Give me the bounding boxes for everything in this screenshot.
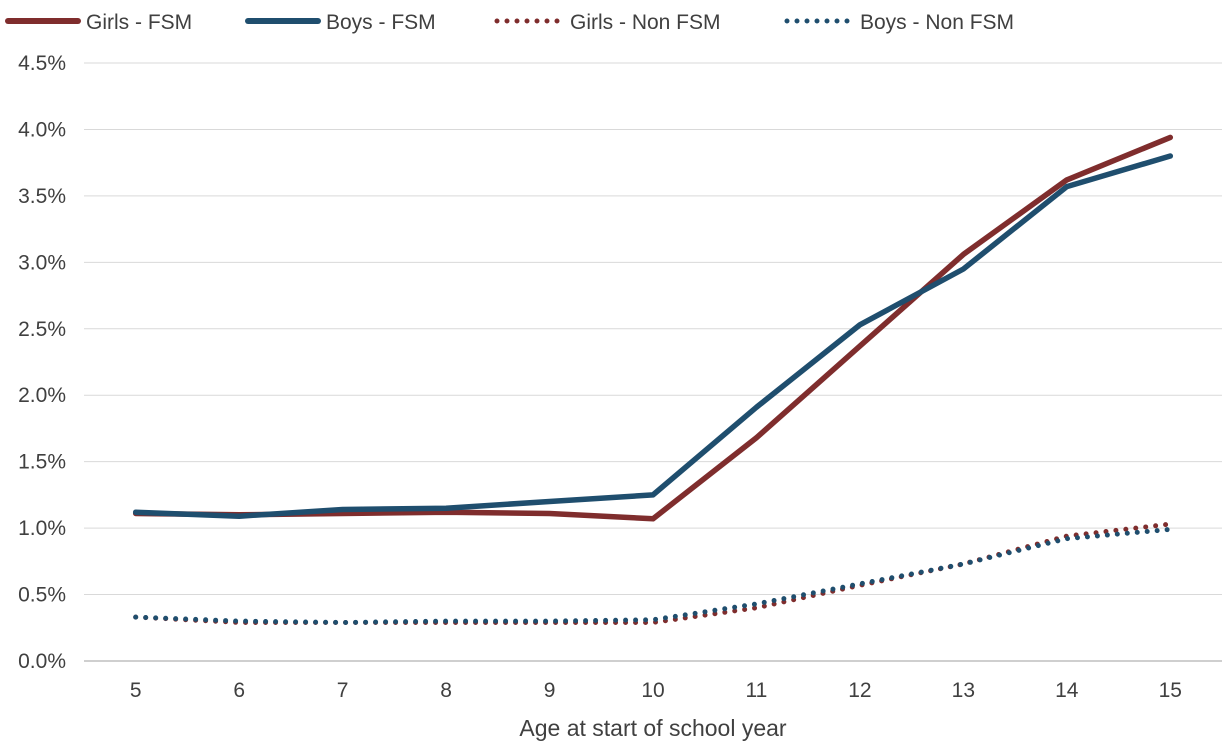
- y-tick-label: 2.5%: [18, 318, 66, 341]
- x-tick-label: 11: [746, 679, 768, 702]
- x-tick-label: 6: [233, 679, 245, 702]
- x-axis-title: Age at start of school year: [519, 715, 787, 741]
- x-tick-label: 13: [952, 679, 975, 702]
- x-tick-label: 10: [641, 679, 664, 702]
- x-tick-label: 7: [337, 679, 349, 702]
- legend-label: Boys - FSM: [326, 11, 436, 34]
- y-tick-label: 1.0%: [18, 517, 66, 540]
- legend-label: Boys - Non FSM: [860, 11, 1014, 34]
- legend-label: Girls - FSM: [86, 11, 192, 34]
- series-line-girls-non-fsm: [133, 521, 1173, 625]
- x-tick-label: 14: [1055, 679, 1079, 702]
- x-axis-tick-labels: 5 6 7 8 9 10 11 12 13 14 15: [130, 679, 1182, 702]
- y-tick-label: 2.0%: [18, 384, 66, 407]
- gridlines: [84, 62, 1222, 662]
- series-lines: [132, 134, 1174, 625]
- y-tick-label: 3.5%: [18, 185, 66, 208]
- series-line-boys-non-fsm: [133, 526, 1173, 625]
- y-tick-label: 4.5%: [18, 52, 66, 75]
- x-tick-label: 12: [848, 679, 871, 702]
- x-tick-label: 8: [440, 679, 452, 702]
- y-tick-label: 0.0%: [18, 650, 66, 673]
- x-tick-label: 5: [130, 679, 142, 702]
- y-axis-tick-labels: 0.0% 0.5% 1.0% 1.5% 2.0% 2.5% 3.0% 3.5% 4.0% 4.5%: [18, 52, 66, 673]
- x-tick-label: 15: [1159, 679, 1182, 702]
- series-line-boys-fsm: [132, 153, 1174, 519]
- y-tick-label: 3.0%: [18, 251, 66, 274]
- y-tick-label: 0.5%: [18, 584, 66, 607]
- legend-label: Girls - Non FSM: [570, 11, 721, 34]
- y-tick-label: 4.0%: [18, 118, 66, 141]
- x-tick-label: 9: [544, 679, 556, 702]
- y-tick-label: 1.5%: [18, 451, 66, 474]
- legend: Girls - FSM Boys - FSM Girls - Non FSM Boys…: [5, 11, 1014, 34]
